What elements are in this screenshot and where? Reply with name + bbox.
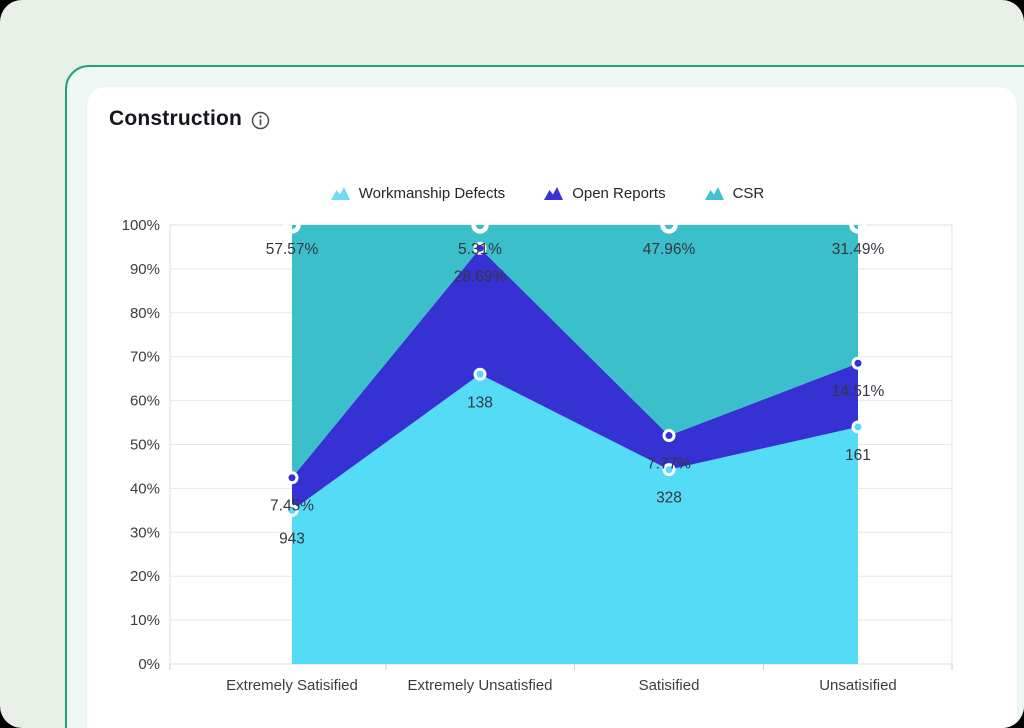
info-icon[interactable] [251, 111, 270, 130]
panel-header: Construction [109, 107, 270, 131]
data-label: 138 [467, 394, 493, 411]
data-point[interactable] [851, 356, 865, 370]
y-axis-label: 90% [130, 261, 160, 278]
y-axis-label: 50% [130, 437, 160, 454]
data-point[interactable] [660, 216, 678, 234]
data-label: 943 [279, 530, 305, 547]
data-label: 7.45% [270, 498, 314, 515]
y-axis-label: 70% [130, 349, 160, 366]
y-axis-label: 0% [138, 656, 160, 673]
stacked-area-chart: 100% 90% 80% 70% 60% 50% 40% 30% 20% 10% 0% Extreme… [122, 216, 953, 694]
area-mountains-icon [330, 187, 350, 200]
chart-legend: Workmanship Defects Open Reports CSR [87, 185, 1007, 202]
data-point[interactable] [285, 503, 299, 517]
area-csr [292, 225, 858, 478]
y-axis-label: 100% [122, 217, 160, 234]
area-workmanship-defects [292, 374, 858, 664]
legend-item-open-reports[interactable]: Open Reports [543, 185, 666, 202]
data-label: 57.57% [266, 241, 319, 258]
data-label: 328 [656, 490, 682, 507]
page-title: Construction [109, 107, 243, 130]
x-axis-label: Unsatisified [819, 677, 897, 694]
area-mountains-icon [704, 187, 724, 200]
area-mountains-icon [544, 187, 564, 200]
data-point[interactable] [662, 463, 676, 477]
data-point[interactable] [473, 367, 487, 381]
legend-item-workmanship-defects[interactable]: Workmanship Defects [330, 185, 505, 202]
data-point[interactable] [283, 216, 301, 234]
data-point[interactable] [285, 471, 299, 485]
area-open-reports [292, 248, 858, 511]
legend-label: CSR [732, 185, 765, 202]
data-point[interactable] [473, 241, 487, 255]
legend-item-csr[interactable]: CSR [704, 185, 765, 202]
data-label: 28.69% [454, 268, 507, 285]
y-axis-label: 40% [130, 480, 160, 497]
data-label: 161 [845, 447, 871, 464]
legend-label: Workmanship Defects [358, 185, 506, 202]
y-axis-label: 30% [130, 524, 160, 541]
data-point[interactable] [471, 216, 489, 234]
data-label: 31.49% [832, 241, 885, 258]
data-point[interactable] [851, 420, 865, 434]
data-label: 14.51% [832, 383, 885, 400]
report-card: Construction Workmanship Defects Open Rep… [65, 65, 1024, 728]
data-label: 47.96% [643, 241, 696, 258]
y-axis-label: 20% [130, 568, 160, 585]
y-axis-label: 10% [130, 612, 160, 629]
data-label: 5.31% [458, 241, 502, 258]
chart-panel: Construction Workmanship Defects Open Rep… [87, 87, 1017, 728]
y-axis-label: 60% [130, 393, 160, 410]
data-point[interactable] [662, 429, 676, 443]
x-axis-label: Satisified [639, 677, 700, 694]
data-label: 7.77% [647, 456, 691, 473]
x-axis-label: Extremely Satisified [226, 677, 358, 694]
x-axis-label: Extremely Unsatisfied [407, 677, 552, 694]
data-point[interactable] [849, 216, 867, 234]
legend-label: Open Reports [572, 185, 666, 202]
y-axis-label: 80% [130, 305, 160, 322]
